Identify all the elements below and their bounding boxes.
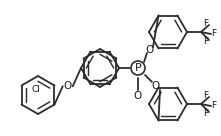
Text: P: P [135, 63, 141, 73]
Text: F: F [204, 92, 209, 101]
Text: F: F [204, 109, 209, 118]
Text: F: F [211, 101, 217, 110]
Text: F: F [211, 30, 217, 38]
Text: F: F [204, 36, 209, 46]
Text: O: O [134, 91, 142, 101]
Text: Cl: Cl [32, 85, 40, 94]
Circle shape [131, 61, 145, 75]
Text: F: F [204, 19, 209, 29]
Text: O: O [64, 81, 72, 91]
Text: O: O [146, 45, 154, 55]
Text: O: O [152, 81, 160, 91]
